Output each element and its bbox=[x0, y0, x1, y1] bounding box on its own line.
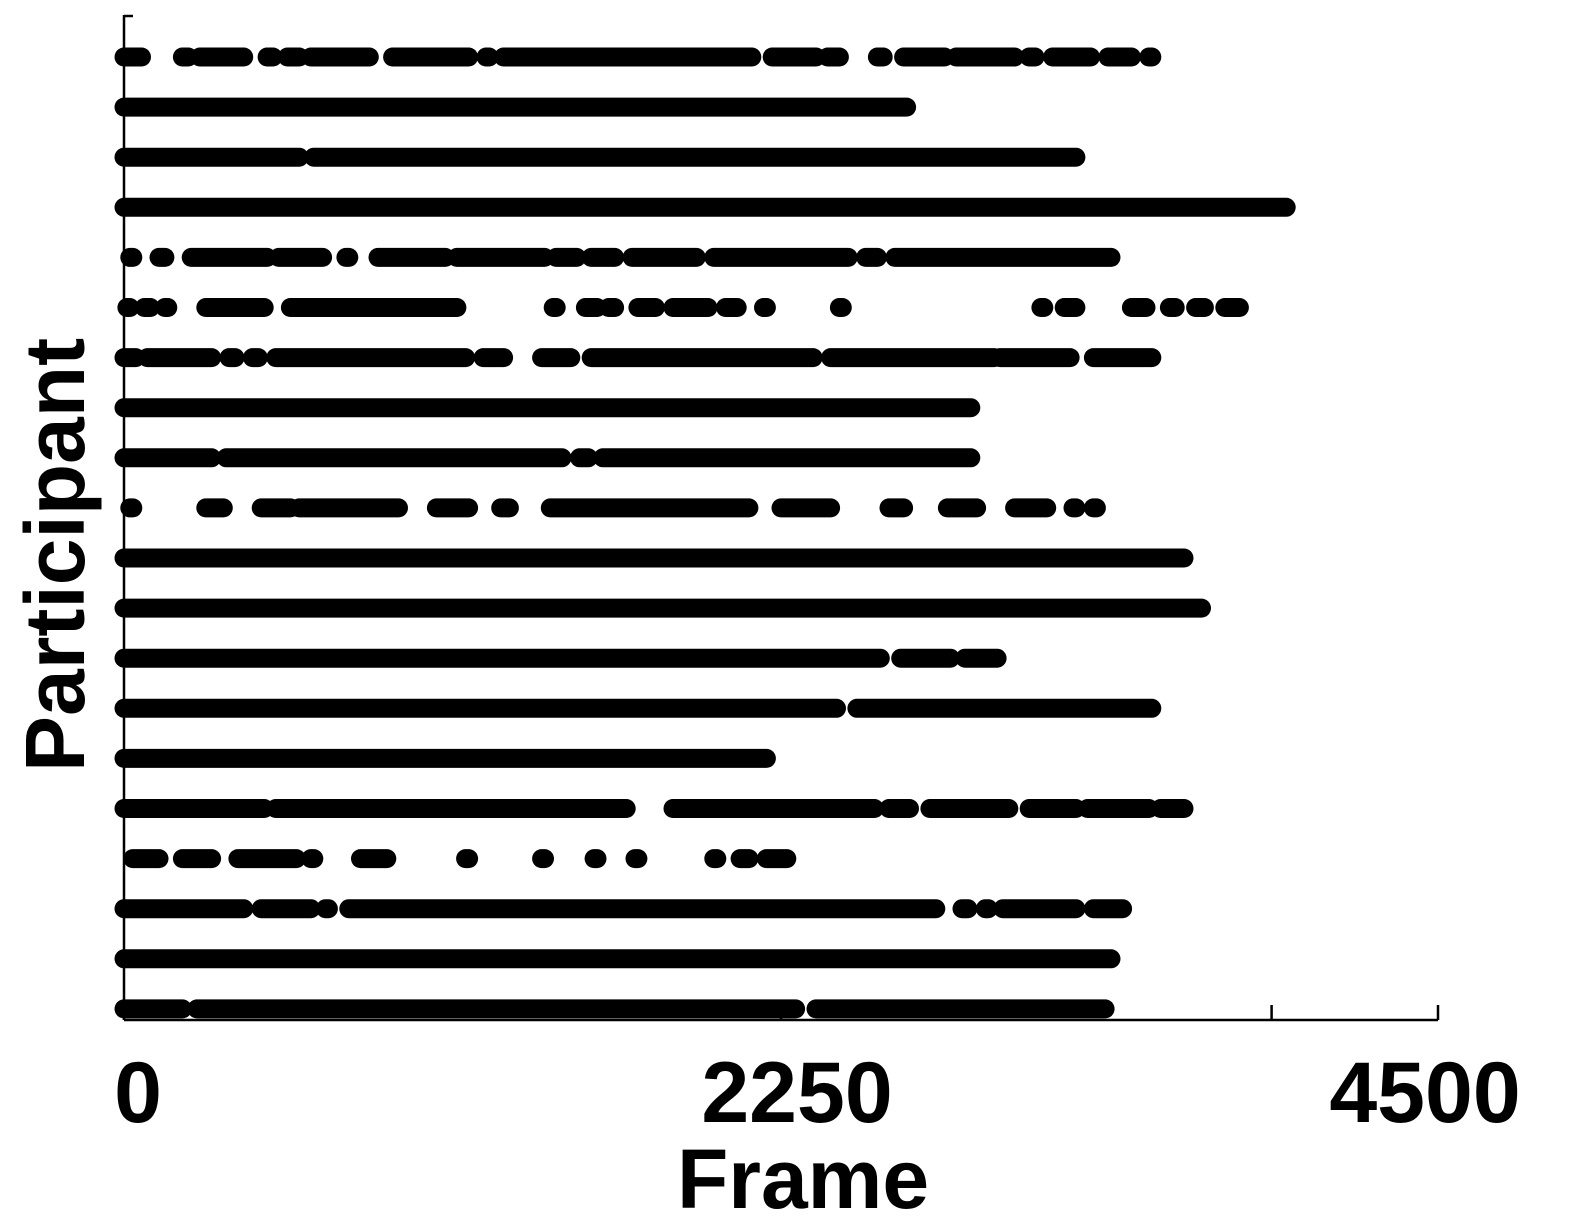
data-marks bbox=[114, 47, 1296, 1019]
x-axis-ticks bbox=[122, 1005, 1440, 1020]
x-tick-label-0: 0 bbox=[114, 1045, 162, 1141]
x-axis-label: Frame bbox=[677, 1132, 929, 1226]
y-axis-label: Participant bbox=[8, 338, 102, 772]
x-tick-label-4500: 4500 bbox=[1329, 1045, 1520, 1141]
x-tick-label-2250: 2250 bbox=[701, 1045, 892, 1141]
